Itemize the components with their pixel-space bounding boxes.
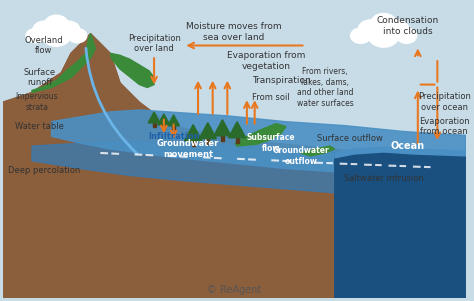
Bar — [191, 140, 195, 146]
Ellipse shape — [396, 28, 417, 43]
FancyArrowPatch shape — [415, 93, 420, 143]
Ellipse shape — [368, 24, 399, 47]
Bar — [163, 124, 165, 129]
Polygon shape — [32, 34, 95, 92]
Bar — [236, 137, 238, 143]
Polygon shape — [158, 114, 170, 125]
Text: Groundwater
movement: Groundwater movement — [157, 139, 219, 159]
Polygon shape — [214, 120, 231, 136]
Ellipse shape — [33, 21, 56, 39]
FancyArrowPatch shape — [151, 58, 157, 82]
Bar — [221, 135, 224, 141]
Ellipse shape — [383, 20, 409, 39]
Text: From soil: From soil — [253, 93, 290, 102]
Text: Groundwater
outflow: Groundwater outflow — [272, 146, 329, 166]
Ellipse shape — [371, 14, 396, 33]
Bar — [206, 138, 209, 144]
Polygon shape — [148, 112, 160, 123]
FancyArrowPatch shape — [189, 43, 303, 48]
Text: Surface
runoff: Surface runoff — [24, 68, 56, 87]
Ellipse shape — [26, 29, 45, 43]
Bar — [172, 125, 175, 129]
Polygon shape — [32, 34, 120, 107]
FancyArrowPatch shape — [252, 102, 257, 124]
Text: Transpiration: Transpiration — [252, 76, 310, 85]
Bar — [153, 122, 155, 126]
FancyArrowPatch shape — [86, 48, 137, 154]
Text: Saltwater intrusion: Saltwater intrusion — [344, 174, 423, 183]
Text: Precipitation
over land: Precipitation over land — [128, 34, 181, 53]
Ellipse shape — [68, 29, 87, 43]
Polygon shape — [235, 124, 286, 146]
FancyArrowPatch shape — [244, 102, 250, 124]
Text: Infiltration: Infiltration — [148, 132, 200, 141]
FancyArrowPatch shape — [415, 51, 420, 56]
Text: Deep percolation: Deep percolation — [8, 166, 80, 175]
Ellipse shape — [351, 28, 371, 43]
Ellipse shape — [42, 25, 71, 46]
FancyArrowPatch shape — [225, 83, 230, 114]
Text: © ReAgent: © ReAgent — [207, 285, 261, 295]
Ellipse shape — [56, 21, 80, 39]
Polygon shape — [184, 125, 202, 141]
Text: Evaporation
from ocean: Evaporation from ocean — [419, 117, 470, 136]
Polygon shape — [110, 53, 154, 88]
Polygon shape — [228, 122, 246, 138]
FancyArrowPatch shape — [161, 119, 167, 131]
FancyArrowPatch shape — [171, 125, 176, 136]
Text: Moisture moves from
sea over land: Moisture moves from sea over land — [186, 22, 282, 42]
Text: Evaporation from
vegetation: Evaporation from vegetation — [227, 51, 306, 71]
Text: Water table: Water table — [15, 122, 64, 131]
Text: From rivers,
lakes, dams,
and other land
water surfaces: From rivers, lakes, dams, and other land… — [297, 67, 354, 107]
Text: Condensation
into clouds: Condensation into clouds — [377, 16, 439, 36]
Text: Ocean: Ocean — [391, 141, 425, 151]
Polygon shape — [168, 115, 180, 126]
Ellipse shape — [45, 15, 68, 33]
Polygon shape — [199, 123, 217, 139]
Polygon shape — [52, 110, 465, 180]
Text: Precipitation
over ocean: Precipitation over ocean — [418, 92, 471, 112]
Text: Subsurface
flow: Subsurface flow — [247, 133, 296, 153]
Text: Impervious
strata: Impervious strata — [16, 92, 58, 112]
Polygon shape — [335, 149, 465, 297]
Polygon shape — [32, 141, 465, 200]
FancyArrowPatch shape — [195, 83, 201, 114]
FancyArrowPatch shape — [435, 87, 440, 138]
Polygon shape — [335, 147, 465, 158]
Ellipse shape — [358, 20, 383, 39]
Text: Overland
flow: Overland flow — [24, 36, 63, 55]
Text: Surface outflow: Surface outflow — [317, 134, 383, 143]
FancyArrowPatch shape — [210, 83, 216, 114]
Polygon shape — [3, 34, 465, 297]
Polygon shape — [301, 146, 335, 156]
